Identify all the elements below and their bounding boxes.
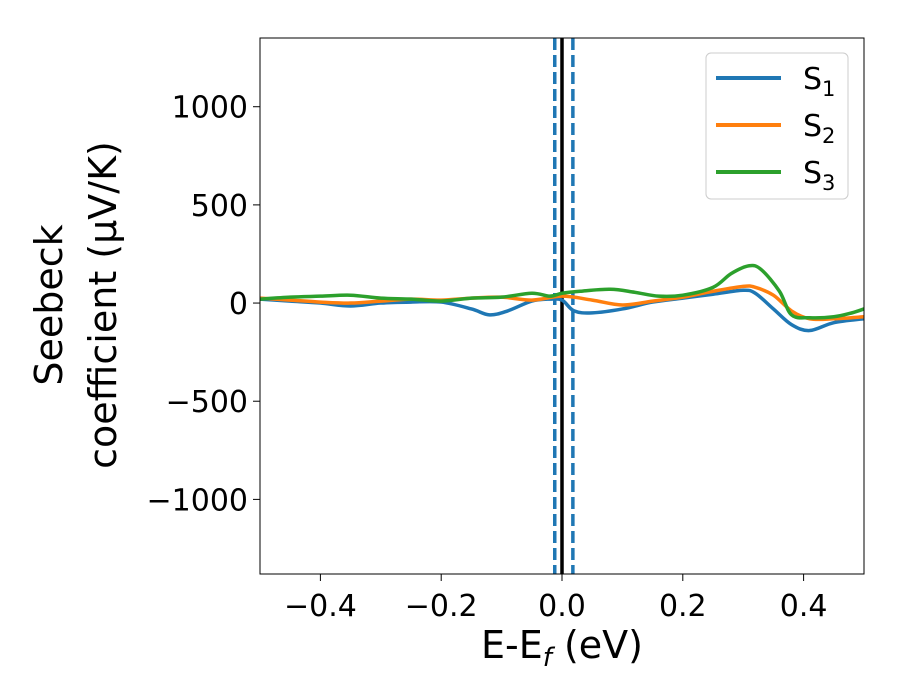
legend-label-s1: S1 [803,62,835,101]
y-axis-label-line1: Seebeck [27,224,71,385]
y-tick-label: −1000 [147,483,248,518]
x-tick-label: 0.2 [659,589,707,624]
y-tick-label: −500 [166,385,248,420]
x-tick-label: 0.4 [780,589,828,624]
y-axis-label-line2: coefficient (μV/K) [81,141,125,469]
reference-lines [553,38,575,574]
legend-label-s3: S3 [803,156,835,195]
x-tick-label: −0.2 [405,589,478,624]
legend-label-s2: S2 [803,109,835,148]
x-axis-label: E-Ef (eV) [481,623,643,673]
series-lines [260,263,864,333]
y-tick-label: 0 [229,287,248,322]
series-line-s3 [260,263,864,320]
y-ticks: −1000 −500 0 500 1000 [147,91,260,518]
y-axis-label: Seebeck coefficient (μV/K) [27,141,125,469]
x-tick-label: −0.4 [284,589,357,624]
y-tick-label: 1000 [172,91,248,126]
x-ticks: −0.4 −0.2 0.0 0.2 0.4 [284,574,827,624]
series-line-s1 [260,288,864,333]
x-tick-label: 0.0 [538,589,586,624]
series-line-s2 [260,284,864,322]
legend: S1 S2 S3 [705,52,849,200]
y-tick-label: 500 [191,189,248,224]
